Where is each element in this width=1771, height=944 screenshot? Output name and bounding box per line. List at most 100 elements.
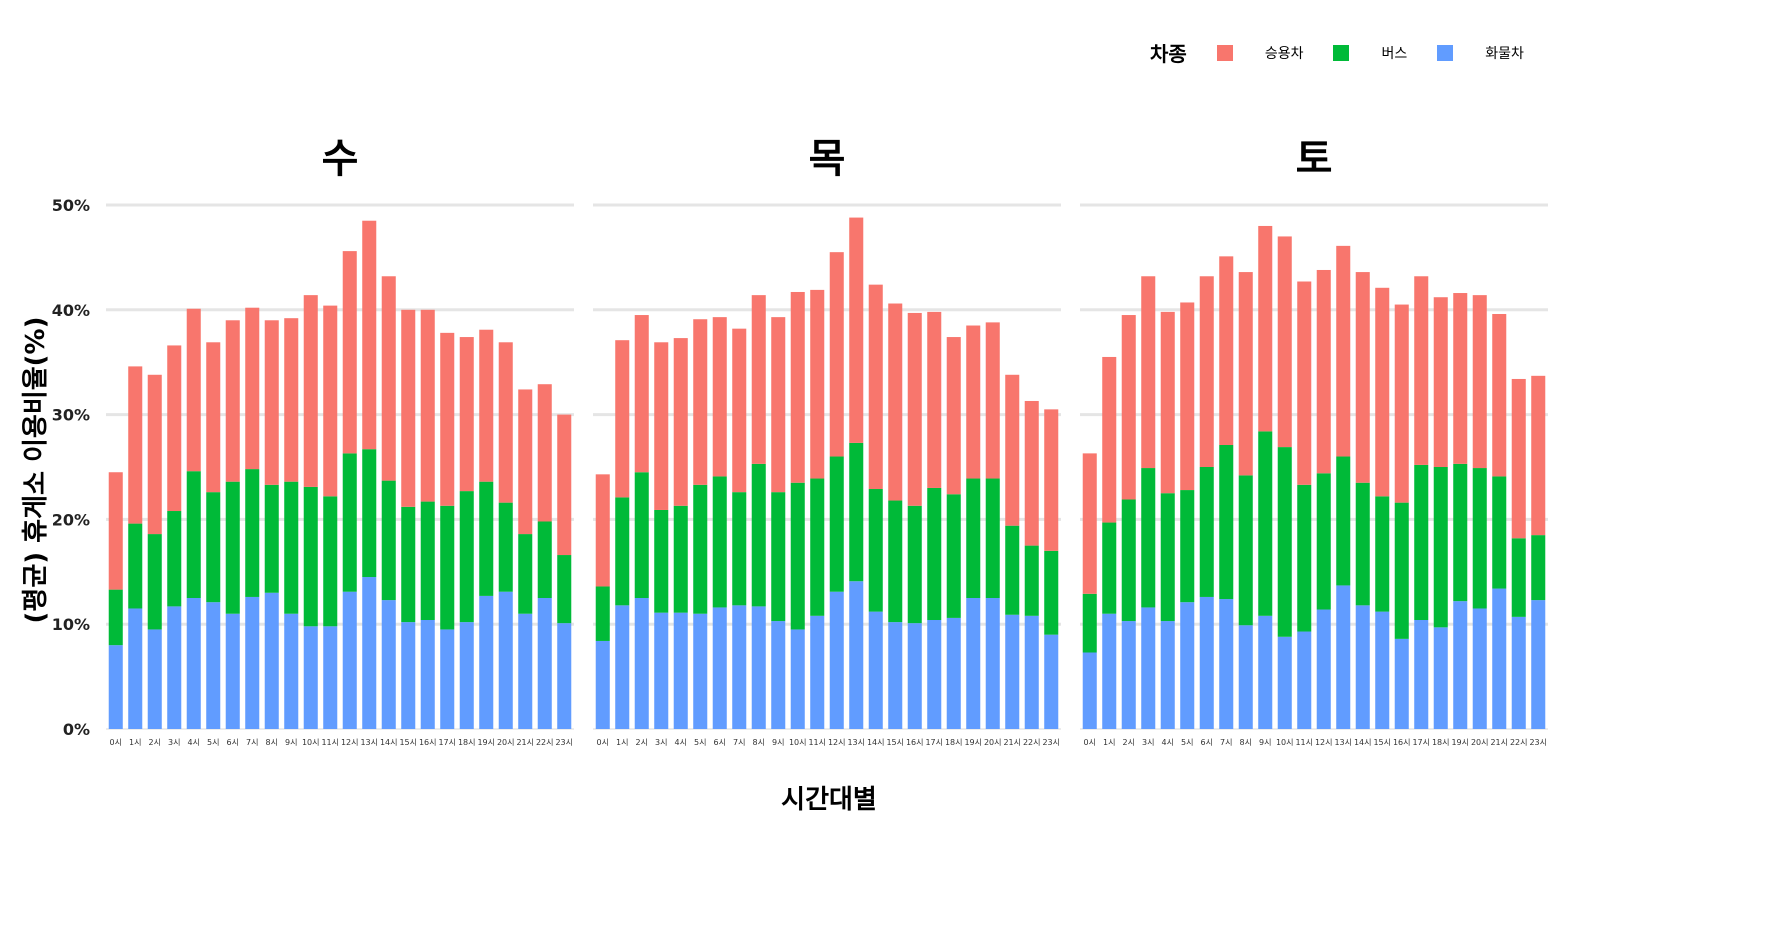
bar-segment (966, 478, 981, 598)
y-tick-label: 40% (52, 301, 90, 320)
bar-segment (167, 511, 182, 607)
bar-segment (1472, 295, 1487, 469)
bar-segment (557, 623, 572, 729)
bar-segment (167, 345, 182, 512)
x-tick-label: 6시 (714, 738, 726, 747)
x-tick-label: 12시 (828, 738, 846, 747)
bar-segment (790, 482, 805, 630)
bar-segment (1258, 431, 1273, 616)
bar-segment (751, 463, 766, 607)
bar-segment (1199, 467, 1214, 597)
bar-segment (1005, 614, 1020, 729)
bar-segment (1531, 375, 1546, 536)
bar-segment (557, 555, 572, 624)
bar-segment (1024, 400, 1039, 546)
bar-segment (1297, 631, 1312, 729)
x-tick-label: 7시 (246, 738, 258, 747)
bar-segment (206, 492, 221, 603)
bar-segment (1336, 585, 1351, 729)
bar-segment (712, 476, 727, 608)
bar-segment (479, 595, 494, 729)
x-tick-label: 2시 (1123, 738, 1135, 747)
bar-segment (362, 577, 377, 729)
bar-segment (829, 456, 844, 592)
bar-segment (751, 606, 766, 729)
x-tick-label: 16시 (1393, 738, 1411, 747)
x-axis-title: 시간대별 (781, 785, 877, 815)
bar-segment (1433, 297, 1448, 467)
x-tick-label: 16시 (419, 738, 437, 747)
x-tick-label: 14시 (1354, 738, 1372, 747)
bar-segment (1297, 484, 1312, 632)
bar-segment (1355, 605, 1370, 729)
bar-segment (1511, 538, 1526, 617)
y-tick-label: 50% (52, 196, 90, 215)
bar-segment (1355, 482, 1370, 606)
bar-segment (401, 506, 416, 623)
bar-segment (1433, 627, 1448, 729)
bar-segment (1453, 463, 1468, 602)
bar-segment (1375, 287, 1390, 497)
bar-segment (1316, 609, 1331, 729)
x-tick-label: 4시 (675, 738, 687, 747)
bar-segment (1005, 525, 1020, 615)
legend-swatch-bus (1333, 44, 1350, 61)
bar-segment (1121, 499, 1136, 622)
bar-segment (186, 598, 201, 729)
x-tick-label: 19시 (964, 738, 982, 747)
bar-segment (284, 613, 299, 729)
bar-segment (985, 322, 1000, 479)
bar-segment (1044, 550, 1059, 635)
x-tick-label: 5시 (207, 738, 219, 747)
bar-segment (673, 612, 688, 729)
bar-segment (1531, 600, 1546, 729)
bar-segment (1044, 409, 1059, 551)
bar-segment (751, 295, 766, 464)
bar-segment (1511, 616, 1526, 729)
bar-segment (167, 606, 182, 729)
bar-segment (1005, 374, 1020, 526)
bar-segment (654, 509, 669, 613)
x-tick-label: 3시 (1142, 738, 1154, 747)
bar-segment (518, 613, 533, 729)
bar-segment (771, 317, 786, 493)
bar-segment (615, 497, 630, 606)
bar-segment (790, 291, 805, 483)
bar-segment (1453, 601, 1468, 729)
bar-segment (927, 311, 942, 488)
bar-segment (849, 217, 864, 443)
bar-segment (186, 308, 201, 472)
x-tick-label: 8시 (266, 738, 278, 747)
bar-segment (401, 309, 416, 507)
bar-segment (634, 315, 649, 473)
x-tick-label: 10시 (789, 738, 807, 747)
bar-segment (595, 474, 610, 587)
bar-segment (459, 337, 474, 492)
legend-swatch-truck (1437, 44, 1454, 61)
bar-segment (1394, 638, 1409, 729)
bar-segment (595, 586, 610, 641)
x-tick-label: 15시 (886, 738, 904, 747)
bar-segment (732, 328, 747, 493)
x-tick-label: 12시 (1315, 738, 1333, 747)
x-tick-label: 3시 (655, 738, 667, 747)
x-tick-label: 18시 (1432, 738, 1450, 747)
bar-segment (868, 611, 883, 729)
bar-segment (1316, 473, 1331, 610)
bar-segment (810, 615, 825, 729)
bar-segment (225, 613, 240, 729)
bar-segment (829, 252, 844, 457)
bar-segment (537, 598, 552, 729)
x-tick-label: 9시 (1259, 738, 1271, 747)
y-tick-label: 0% (63, 720, 90, 739)
bar-segment (673, 338, 688, 506)
bar-segment (693, 613, 708, 729)
bar-segment (323, 626, 338, 729)
bar-segment (128, 523, 143, 609)
bar-segment (927, 620, 942, 729)
bar-segment (557, 414, 572, 556)
bar-segment (1199, 596, 1214, 729)
bar-segment (615, 340, 630, 498)
bar-segment (147, 629, 162, 729)
bar-segment (479, 481, 494, 596)
